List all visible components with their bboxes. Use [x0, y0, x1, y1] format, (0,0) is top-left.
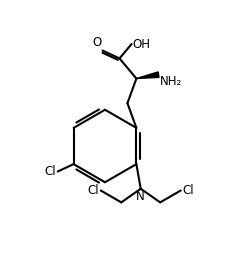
Text: Cl: Cl [45, 165, 56, 178]
Text: N: N [136, 190, 145, 203]
Polygon shape [136, 72, 159, 79]
Text: OH: OH [132, 38, 150, 51]
Text: NH₂: NH₂ [160, 75, 182, 88]
Text: Cl: Cl [182, 184, 194, 197]
Text: Cl: Cl [88, 184, 99, 197]
Text: O: O [92, 36, 101, 49]
